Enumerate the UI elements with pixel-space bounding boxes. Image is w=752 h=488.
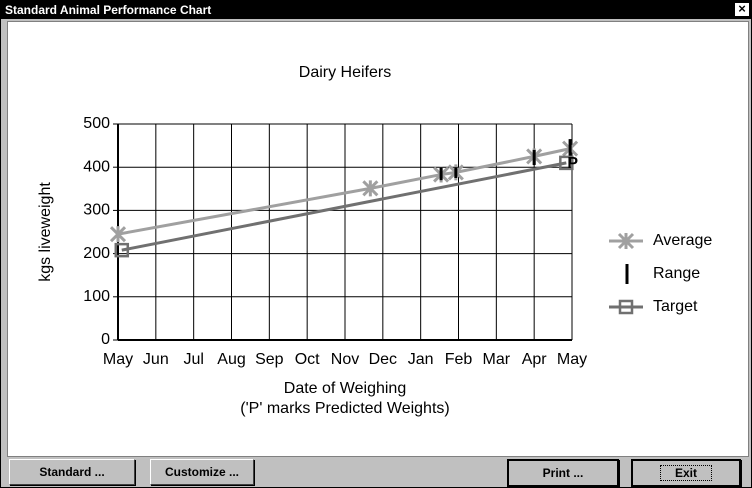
y-tick-label: 200 — [83, 245, 110, 262]
x-tick-label: Jul — [183, 351, 203, 368]
exit-button[interactable]: Exit — [631, 459, 741, 487]
x-tick-label: May — [557, 351, 587, 368]
y-axis-title: kgs liveweight — [37, 182, 54, 282]
chart-panel: Dairy Heifers 0 100 200 300 400 500 May Jun Jul Au… — [7, 21, 749, 457]
legend-label: Range — [653, 265, 700, 282]
x-tick-label: Oct — [295, 351, 320, 368]
x-tick-label: Sep — [255, 351, 284, 368]
window-title: Standard Animal Performance Chart — [5, 3, 212, 17]
standard-button[interactable]: Standard ... — [9, 459, 135, 485]
y-tick-label: 400 — [83, 158, 110, 175]
x-tick-label: Nov — [331, 351, 359, 368]
y-tick-label: 300 — [83, 202, 110, 219]
data-point — [559, 155, 574, 171]
x-tick-label: Jun — [143, 351, 169, 368]
x-tick-label: Apr — [522, 351, 548, 368]
x-axis-title: Date of Weighing — [284, 380, 406, 397]
series-line — [121, 161, 567, 252]
x-tick-label: Aug — [217, 351, 245, 368]
y-tick-label: 500 — [83, 115, 110, 132]
legend-marker — [617, 232, 635, 250]
x-tick-label: Mar — [483, 351, 511, 368]
legend-marker — [618, 299, 634, 315]
x-tick-label: Feb — [445, 351, 473, 368]
title-bar: Standard Animal Performance Chart × — [1, 1, 751, 19]
data-point — [114, 242, 130, 258]
data-point — [109, 226, 127, 243]
close-button[interactable]: × — [735, 2, 749, 16]
x-tick-label: Dec — [369, 351, 397, 368]
data-point — [362, 180, 379, 197]
exit-label: Exit — [659, 465, 712, 481]
x-tick-label: May — [103, 351, 133, 368]
chart-title: Dairy Heifers — [299, 64, 391, 81]
x-axis-subtitle: ('P' marks Predicted Weights) — [240, 400, 449, 417]
x-tick-label: Jan — [408, 351, 434, 368]
series-line — [117, 147, 571, 236]
print-button[interactable]: Print ... — [507, 459, 619, 487]
annotation: P — [567, 155, 578, 172]
chart: Dairy Heifers 0 100 200 300 400 500 May Jun Jul Au… — [37, 64, 712, 417]
legend-label: Target — [653, 298, 698, 315]
legend-label: Average — [653, 232, 712, 249]
customize-button[interactable]: Customize ... — [150, 459, 254, 485]
y-tick-label: 100 — [83, 288, 110, 305]
y-tick-label: 0 — [101, 331, 110, 348]
